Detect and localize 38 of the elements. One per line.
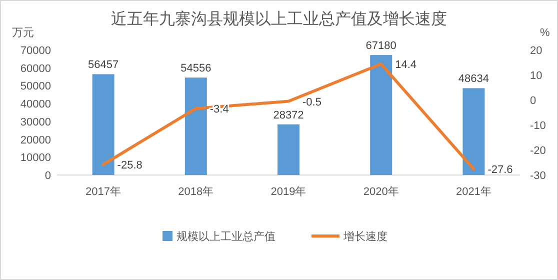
x-tick-label: 2017年 — [86, 186, 122, 198]
bar — [370, 55, 392, 175]
y2-tick-label: 0 — [530, 95, 536, 107]
x-tick-label: 2019年 — [270, 186, 306, 198]
y2-axis-title: % — [540, 27, 550, 39]
chart-title: 近五年九寨沟县规模以上工业总产值及增长速度 — [111, 10, 447, 28]
bar — [278, 124, 300, 175]
y-tick-label: 10000 — [20, 152, 51, 164]
y2-tick-label: -30 — [530, 170, 546, 182]
y-axis-title: 万元 — [12, 27, 34, 39]
data-label: -0.5 — [302, 96, 322, 108]
x-tick-label: 2018年 — [178, 186, 214, 198]
data-label: 48634 — [458, 73, 489, 86]
legend-label: 规模以上工业总产值 — [176, 230, 276, 243]
y-tick-label: 20000 — [20, 134, 51, 146]
data-label: 14.4 — [395, 59, 417, 71]
y-tick-label: 40000 — [20, 98, 51, 111]
bar — [184, 78, 207, 175]
data-label: 54556 — [180, 62, 212, 75]
legend-label: 增长速度 — [342, 230, 388, 243]
y-tick-label: 70000 — [20, 45, 51, 57]
y2-tick-label: -20 — [530, 145, 546, 157]
x-tick-label: 2020年 — [363, 186, 399, 198]
y-tick-label: 60000 — [20, 62, 51, 75]
data-label: 67180 — [366, 40, 396, 52]
y2-tick-label: 20 — [530, 45, 542, 57]
data-label: -25.8 — [117, 160, 142, 172]
data-label: -27.6 — [488, 164, 513, 176]
bar — [462, 88, 485, 175]
y2-tick-label: -10 — [530, 120, 546, 132]
x-tick-label: 2021年 — [456, 186, 492, 198]
data-label: 56457 — [88, 59, 119, 72]
data-label: 28372 — [273, 109, 304, 122]
bar — [92, 74, 114, 175]
y-tick-label: 30000 — [20, 116, 51, 128]
y-tick-label: 0 — [44, 170, 51, 182]
y2-tick-label: 10 — [530, 70, 542, 82]
y-tick-label: 50000 — [20, 80, 51, 93]
